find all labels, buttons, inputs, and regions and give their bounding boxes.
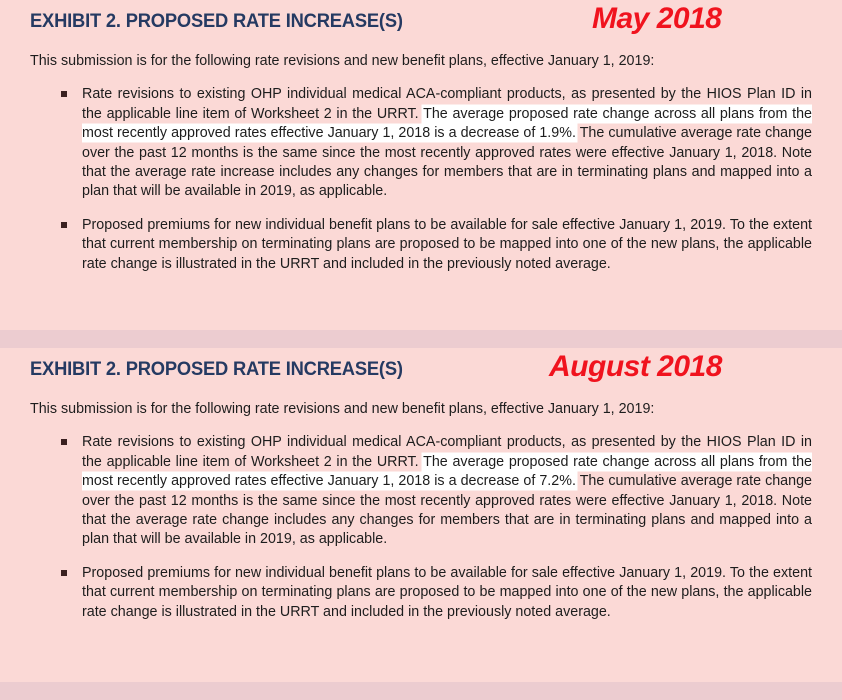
square-bullet-icon (61, 221, 67, 228)
bullet-list: Rate revisions to existing OHP individua… (30, 85, 812, 274)
square-bullet-icon (61, 91, 67, 98)
square-bullet-icon (61, 569, 67, 576)
page-title: EXHIBIT 2. PROPOSED RATE INCREASE(S) (30, 10, 403, 32)
list-item: Proposed premiums for new individual ben… (30, 564, 812, 622)
intro-paragraph: This submission is for the following rat… (30, 401, 655, 417)
slide-header-august: EXHIBIT 2. PROPOSED RATE INCREASE(S) Aug… (30, 348, 812, 394)
list-item: Rate revisions to existing OHP individua… (30, 85, 812, 202)
bullet-text-post: Proposed premiums for new individual ben… (82, 564, 812, 620)
bottom-divider (0, 682, 842, 700)
list-item: Proposed premiums for new individual ben… (30, 216, 812, 274)
bullet-text-post: The cumulative average rate change over … (82, 473, 812, 548)
bullet-list: Rate revisions to existing OHP individua… (30, 433, 812, 622)
bullet-text-post: The cumulative average rate change over … (82, 125, 812, 200)
date-stamp-annotation: May 2018 (592, 2, 722, 35)
slide-section-may: EXHIBIT 2. PROPOSED RATE INCREASE(S) May… (0, 0, 842, 330)
slide-header-may: EXHIBIT 2. PROPOSED RATE INCREASE(S) May… (30, 0, 812, 46)
bullet-text-pre: Rate revisions to existing OHP individua… (82, 434, 812, 470)
page-title: EXHIBIT 2. PROPOSED RATE INCREASE(S) (30, 358, 403, 380)
list-item: Rate revisions to existing OHP individua… (30, 433, 812, 550)
date-stamp-annotation: August 2018 (549, 350, 722, 383)
bullet-text-pre: Rate revisions to existing OHP individua… (82, 86, 812, 122)
bullet-text-post: Proposed premiums for new individual ben… (82, 216, 812, 272)
square-bullet-icon (61, 439, 67, 446)
slide-section-august: EXHIBIT 2. PROPOSED RATE INCREASE(S) Aug… (0, 348, 842, 682)
intro-paragraph: This submission is for the following rat… (30, 53, 655, 69)
slide-divider (0, 330, 842, 348)
